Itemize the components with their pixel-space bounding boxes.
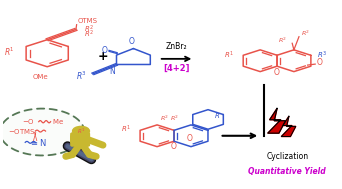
Polygon shape	[281, 116, 296, 136]
Text: $R^1$: $R^1$	[224, 50, 234, 61]
Text: $R^1$: $R^1$	[121, 123, 131, 135]
Text: O: O	[102, 46, 108, 55]
Text: [4+2]: [4+2]	[163, 64, 190, 73]
Circle shape	[73, 126, 90, 136]
Text: $R^2$: $R^2$	[160, 114, 169, 123]
Text: $R^2$: $R^2$	[170, 114, 179, 123]
Text: $R^3$: $R^3$	[317, 50, 327, 61]
Text: ZnBr₂: ZnBr₂	[166, 42, 187, 51]
Text: OTMS: OTMS	[78, 18, 97, 24]
Text: Cyclization: Cyclization	[266, 152, 308, 161]
Text: +: +	[98, 50, 108, 64]
Text: $-\mathrm{O}$: $-\mathrm{O}$	[23, 117, 35, 126]
Text: N: N	[109, 67, 115, 76]
Polygon shape	[268, 108, 286, 133]
Text: O: O	[274, 68, 280, 77]
Text: Quantitative Yield: Quantitative Yield	[248, 167, 326, 176]
Text: $R^2$: $R^2$	[301, 29, 310, 38]
Text: $\backslash\!\!\!/$: $\backslash\!\!\!/$	[32, 130, 39, 143]
Text: OMe: OMe	[32, 74, 48, 80]
Text: O: O	[129, 37, 135, 46]
Text: $R^2$: $R^2$	[278, 35, 287, 45]
Text: O: O	[186, 134, 192, 143]
Text: O: O	[317, 58, 323, 67]
Text: $R^1$: $R^1$	[77, 126, 85, 136]
Text: $R^3$: $R^3$	[76, 70, 87, 82]
Circle shape	[0, 108, 84, 156]
Text: $R^1$: $R^1$	[3, 45, 14, 57]
Text: $R$: $R$	[214, 111, 220, 120]
Text: O: O	[171, 143, 177, 151]
Text: $\mathrm{Me}$: $\mathrm{Me}$	[52, 117, 64, 126]
FancyBboxPatch shape	[71, 133, 90, 146]
Text: $\equiv \mathrm{N}$: $\equiv \mathrm{N}$	[29, 137, 47, 148]
Text: $R^2$: $R^2$	[84, 28, 94, 40]
Text: $-\mathrm{OTMS}$: $-\mathrm{OTMS}$	[8, 127, 35, 136]
Text: $R^2$: $R^2$	[84, 24, 94, 35]
